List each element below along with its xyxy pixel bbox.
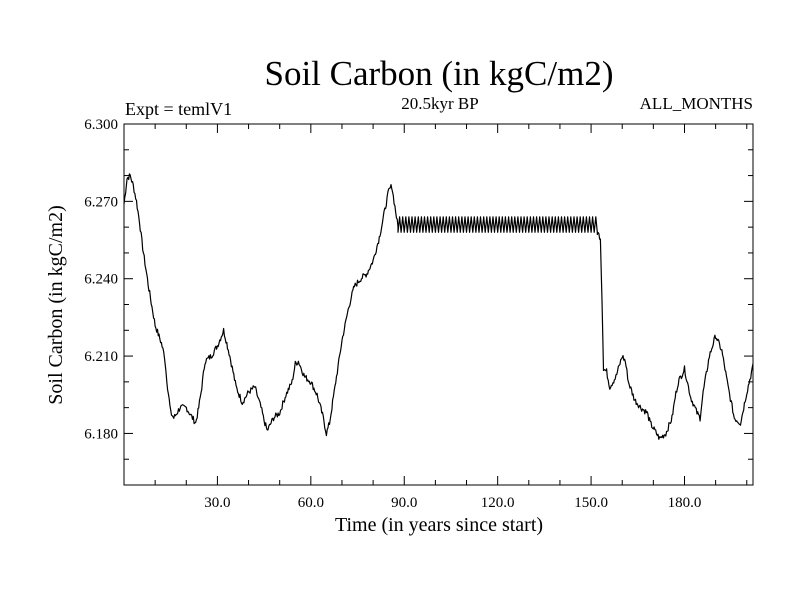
- soil-carbon-series-line: [123, 173, 754, 440]
- chart-title: Soil Carbon (in kgC/m2): [264, 54, 613, 93]
- x-tick-label: 90.0: [391, 495, 417, 511]
- period-label: 20.5kyr BP: [401, 94, 478, 113]
- y-axis-tick-labels: 6.180 6.210 6.240 6.270 6.300: [84, 117, 118, 442]
- y-tick-label: 6.210: [84, 349, 118, 365]
- months-label: ALL_MONTHS: [640, 94, 753, 113]
- x-tick-label: 60.0: [298, 495, 324, 511]
- x-axis-ticks: [154, 124, 748, 485]
- y-tick-label: 6.300: [84, 117, 118, 133]
- x-axis-label: Time (in years since start): [335, 514, 543, 536]
- y-axis-label: Soil Carbon (in kgC/m2): [45, 205, 67, 404]
- y-tick-label: 6.270: [84, 194, 118, 210]
- y-axis-ticks: [124, 123, 753, 486]
- x-tick-label: 150.0: [574, 495, 608, 511]
- series-group: [123, 173, 754, 440]
- plot-area-frame: [123, 123, 754, 486]
- experiment-label: Expt = temlV1: [125, 99, 232, 119]
- x-tick-label: 120.0: [481, 495, 515, 511]
- y-tick-label: 6.180: [84, 426, 118, 442]
- x-axis-tick-labels: 30.0 60.0 90.0 120.0 150.0 180.0: [204, 495, 701, 511]
- y-tick-label: 6.240: [84, 272, 118, 288]
- x-tick-label: 180.0: [668, 495, 702, 511]
- x-tick-label: 30.0: [204, 495, 230, 511]
